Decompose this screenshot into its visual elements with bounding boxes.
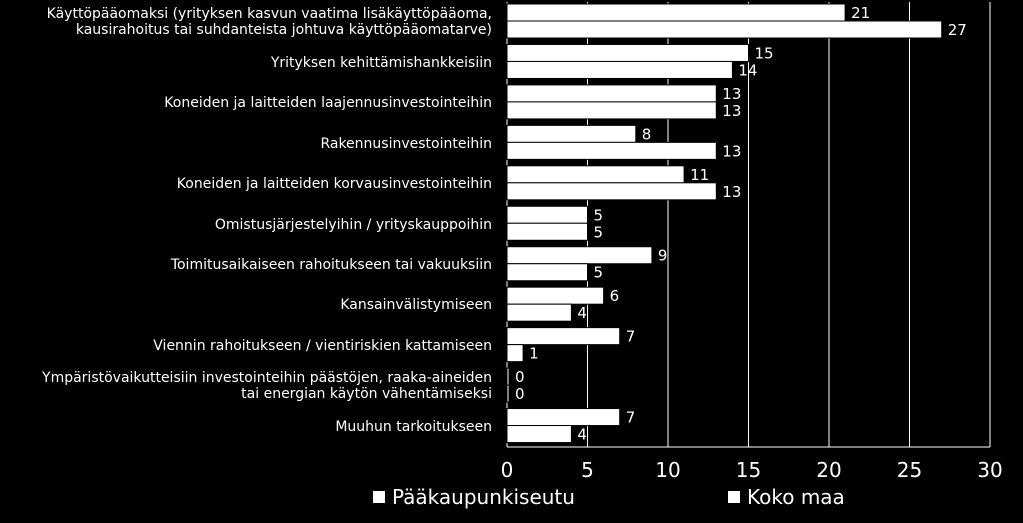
category-label-4: Rakennusinvestointeihin	[320, 135, 492, 152]
value-label-s2-c5: 13	[722, 183, 741, 201]
bar-s2-c8	[506, 303, 572, 322]
legend-label-series-1: Pääkaupunkiseutu	[392, 485, 575, 509]
category-label-3: Koneiden ja laitteiden laajennusinvestoi…	[164, 95, 492, 112]
value-label-s2-c1: 27	[948, 21, 967, 39]
legend-item-series-1: Pääkaupunkiseutu	[372, 485, 575, 509]
x-tick-label-6: 30	[977, 458, 1002, 482]
legend-item-series-2: Koko maa	[727, 485, 845, 509]
category-label-8: Kansainvälistymiseen	[340, 297, 492, 314]
bar-s1-c11	[506, 408, 621, 427]
value-label-s1-c10: 0	[515, 368, 525, 386]
bar-s2-c11	[506, 425, 572, 444]
category-label-10: Ympäristövaikutteisiin investointeihin p…	[42, 370, 492, 403]
legend-label-series-2: Koko maa	[747, 485, 845, 509]
bar-s2-c2	[506, 60, 733, 79]
category-label-6: Omistusjärjestelyihin / yrityskauppoihin	[214, 216, 492, 233]
value-label-s1-c4: 8	[642, 125, 652, 143]
value-label-s2-c4: 13	[722, 142, 741, 160]
value-label-s1-c1: 21	[851, 4, 870, 22]
bar-s1-c10	[506, 367, 510, 386]
value-label-s1-c9: 7	[626, 328, 636, 346]
value-label-s1-c8: 6	[610, 287, 620, 305]
legend-swatch-series-2	[727, 490, 741, 504]
bar-s2-c7	[506, 263, 588, 282]
bar-s1-c9	[506, 327, 621, 346]
bar-s2-c4	[506, 141, 717, 160]
value-label-s1-c11: 7	[626, 409, 636, 427]
bar-s2-c9	[506, 344, 524, 363]
x-tick-labels: 0 5 10 15 20 25 30	[501, 458, 1003, 482]
bar-s1-c1	[506, 3, 846, 22]
x-tick-label-1: 5	[581, 458, 594, 482]
bar-s1-c4	[506, 124, 637, 143]
value-label-s1-c7: 9	[658, 247, 668, 265]
bar-s1-c5	[506, 165, 685, 184]
value-label-s1-c6: 5	[594, 206, 604, 224]
legend-swatch-series-1	[372, 490, 386, 504]
bar-s2-c10	[506, 384, 510, 403]
bar-s2-c6	[506, 222, 588, 241]
category-label-9: Viennin rahoitukseen / vientiriskien kat…	[153, 337, 492, 354]
category-label-2: Yrityksen kehittämishankkeisiin	[270, 54, 492, 71]
x-tick-label-3: 15	[736, 458, 761, 482]
x-tick-label-5: 25	[897, 458, 922, 482]
value-label-s2-c7: 5	[594, 264, 604, 282]
bar-s1-c8	[506, 286, 605, 305]
bar-s2-c5	[506, 182, 717, 201]
value-label-s1-c2: 15	[755, 44, 774, 62]
x-tick-label-4: 20	[816, 458, 841, 482]
category-label-5: Koneiden ja laitteiden korvausinvestoint…	[176, 176, 492, 193]
value-label-s1-c3: 13	[722, 85, 741, 103]
value-label-s2-c3: 13	[722, 102, 741, 120]
value-label-s1-c5: 11	[690, 166, 709, 184]
value-label-s2-c10: 0	[515, 385, 525, 403]
category-label-7: Toimitusaikaiseen rahoitukseen tai vakuu…	[170, 256, 492, 273]
bar-s1-c7	[506, 246, 653, 265]
value-label-s2-c2: 14	[738, 61, 757, 79]
value-label-s2-c6: 5	[594, 223, 604, 241]
bar-s2-c1	[506, 20, 943, 39]
bar-s1-c2	[506, 43, 749, 62]
category-label-1: Käyttöpääomaksi (yrityksen kasvun vaatim…	[46, 6, 492, 39]
value-label-s2-c11: 4	[577, 426, 587, 444]
category-label-11: Muuhun tarkoitukseen	[335, 418, 492, 435]
bar-s1-c3	[506, 84, 717, 103]
x-tick-label-0: 0	[501, 458, 514, 482]
bar-s1-c6	[506, 205, 588, 224]
bars	[506, 3, 943, 444]
bar-s2-c3	[506, 101, 717, 120]
value-label-s2-c9: 1	[529, 345, 539, 363]
x-tick-label-2: 10	[655, 458, 680, 482]
value-label-s2-c8: 4	[577, 304, 587, 322]
